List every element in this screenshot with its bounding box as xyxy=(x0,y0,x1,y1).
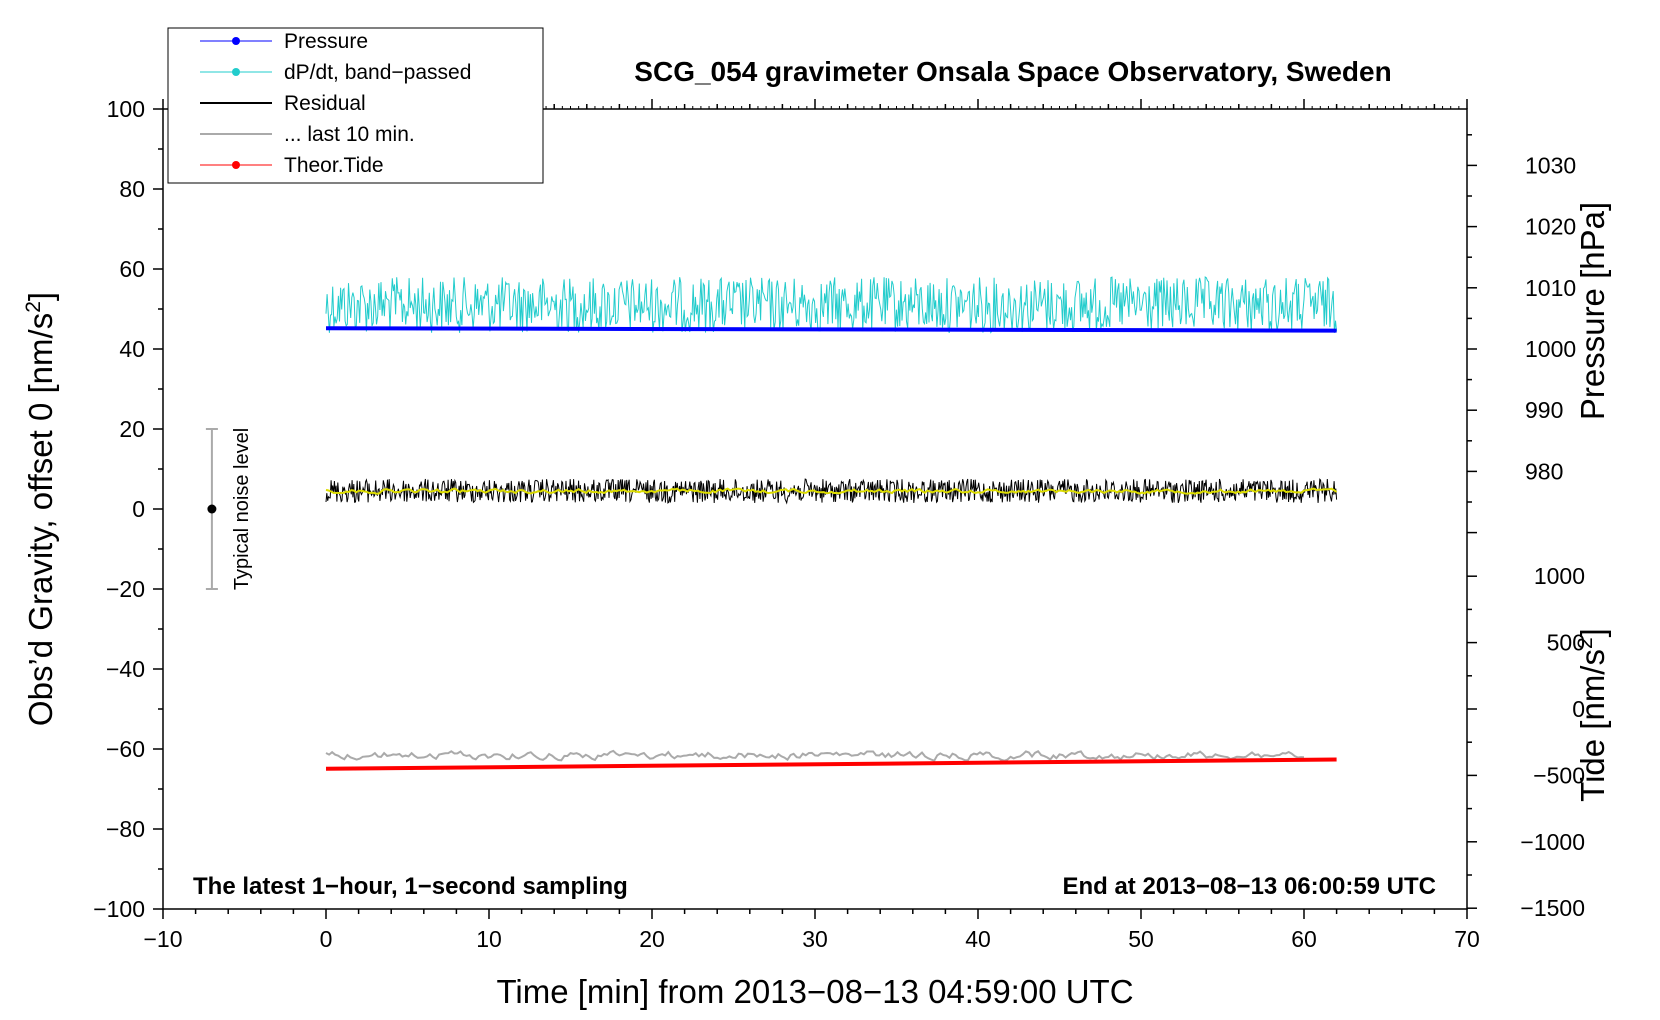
pressure-tick-label: 1000 xyxy=(1525,336,1576,362)
legend-label-3: ... last 10 min. xyxy=(284,123,415,146)
x-tick-label: 60 xyxy=(1291,926,1317,952)
x-tick-label: 0 xyxy=(320,926,333,952)
residual-series-line xyxy=(325,478,1338,505)
footer-right-note: End at 2013−08−13 06:00:59 UTC xyxy=(1062,873,1436,900)
x-tick-label: 10 xyxy=(476,926,502,952)
residual-smoothed-line xyxy=(325,487,1338,495)
legend-box xyxy=(167,27,544,184)
y-tick-label: −80 xyxy=(106,816,145,842)
legend-label-1: dP/dt, band−passed xyxy=(284,61,471,84)
noise-label: Typical noise level xyxy=(231,428,253,590)
y-tick-label: 20 xyxy=(119,416,145,442)
y-axis-title-left-sup: 2 xyxy=(22,301,45,313)
legend-marker-1 xyxy=(232,68,240,76)
y-tick-label: −20 xyxy=(106,576,145,602)
axis-ticks xyxy=(153,99,1477,919)
tide-tick-label: −1000 xyxy=(1520,829,1585,855)
x-tick-label: 50 xyxy=(1128,926,1154,952)
y-tick-label: 40 xyxy=(119,336,145,362)
y-axis-title-left-close: ] xyxy=(22,292,59,301)
tide-tick-label: 500 xyxy=(1547,630,1585,656)
tide-tick-label: −500 xyxy=(1533,762,1585,788)
plot-frame xyxy=(162,108,1468,910)
legend-marker-4 xyxy=(232,161,240,169)
legend-label-0: Pressure xyxy=(284,30,368,53)
y-axis-title-tide-sup: 2 xyxy=(1574,637,1597,649)
legend: Pressure dP/dt, band−passed Residual ... la… xyxy=(167,27,544,184)
y-tick-label: 80 xyxy=(119,176,145,202)
pressure-tick-label: 1030 xyxy=(1525,152,1576,178)
series-layer xyxy=(325,276,1338,771)
x-tick-label: 70 xyxy=(1454,926,1480,952)
dpdt-series-line xyxy=(325,276,1338,334)
x-axis-title: Time [min] from 2013−08−13 04:59:00 UTC xyxy=(496,973,1133,1010)
tick-labels: −10 0 10 20 30 40 50 60 70100806040200−20−40−60−… xyxy=(93,96,1585,952)
y-tick-label: 0 xyxy=(132,496,145,522)
pressure-tick-label: 990 xyxy=(1525,397,1563,423)
y-tick-label: −60 xyxy=(106,736,145,762)
y-tick-label: −40 xyxy=(106,656,145,682)
y-axis-title-tide: Tide [nm/s2] xyxy=(1574,628,1611,802)
legend-label-2: Residual xyxy=(284,92,366,115)
tide-tick-label: 1000 xyxy=(1534,563,1585,589)
y-tick-label: −100 xyxy=(93,896,145,922)
tide-series-line xyxy=(325,757,1337,771)
noise-bar-center-dot xyxy=(207,504,217,514)
y-axis-title-left-text: Obs’d Gravity, offset 0 [nm/s xyxy=(22,313,59,726)
legend-marker-0 xyxy=(232,37,240,45)
x-tick-label: 20 xyxy=(639,926,665,952)
chart-title: SCG_054 gravimeter Onsala Space Observat… xyxy=(634,56,1391,87)
y-tick-label: 60 xyxy=(119,256,145,282)
y-axis-title-left: Obs’d Gravity, offset 0 [nm/s2] xyxy=(22,292,59,726)
pressure-tick-label: 980 xyxy=(1525,458,1563,484)
tide-tick-label: 0 xyxy=(1572,696,1585,722)
x-tick-label: 30 xyxy=(802,926,828,952)
pressure-series-line xyxy=(325,326,1337,333)
x-tick-label: 40 xyxy=(965,926,991,952)
x-tick-label: −10 xyxy=(143,926,182,952)
pressure-tick-label: 1020 xyxy=(1525,214,1576,240)
pressure-tick-label: 1010 xyxy=(1525,275,1576,301)
y-tick-label: 100 xyxy=(107,96,145,122)
y-axis-title-pressure: Pressure [hPa] xyxy=(1574,202,1611,420)
footer-left-note: The latest 1−hour, 1−second sampling xyxy=(193,873,628,900)
y-axis-title-tide-text: Tide [nm/s xyxy=(1574,649,1611,802)
y-axis-title-tide-close: ] xyxy=(1574,628,1611,637)
last-10-min-line xyxy=(325,749,1305,762)
legend-label-4: Theor.Tide xyxy=(284,154,384,177)
tide-tick-label: −1500 xyxy=(1520,895,1585,921)
typical-noise-indicator: Typical noise level xyxy=(205,428,253,590)
